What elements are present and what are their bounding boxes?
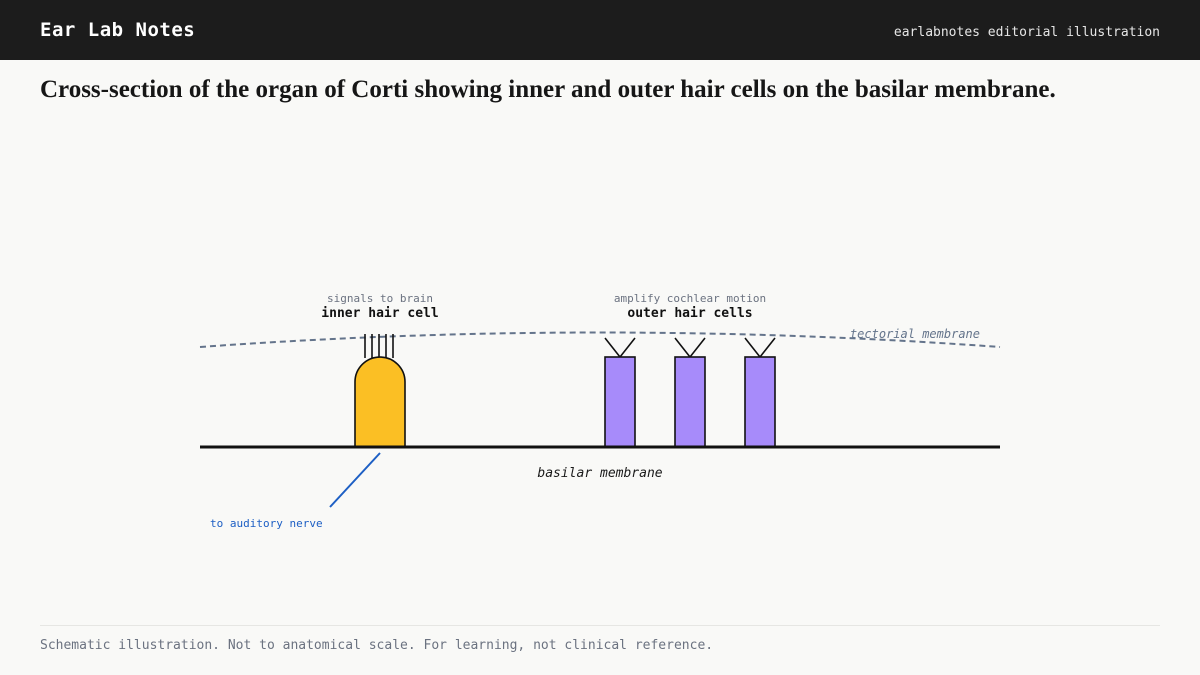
inner-hair-cell-label: inner hair cell [321,306,438,321]
illustration-credit: earlabnotes editorial illustration [893,25,1160,40]
inner-hair-cell-note: signals to brain [327,292,433,305]
inner-hair-cell[interactable] [354,356,406,448]
auditory-nerve-label: to auditory nerve [210,517,323,530]
footer-divider [40,625,1160,626]
top-bar: Ear Lab Notes earlabnotes editorial illu… [0,0,1200,60]
basilar-membrane-label: basilar membrane [537,466,662,481]
footer-disclaimer: Schematic illustration. Not to anatomica… [40,638,714,653]
outer-hair-cell[interactable] [674,337,706,448]
outer-hair-cell[interactable] [744,337,776,448]
outer-hair-cell[interactable] [604,337,636,448]
site-brand[interactable]: Ear Lab Notes [40,19,196,41]
auditory-nerve-pointer [329,452,381,508]
inner-hair-cell-stereocilia [364,334,394,358]
tectorial-membrane [199,331,1001,348]
figure-caption: Cross-section of the organ of Corti show… [40,76,1056,103]
tectorial-membrane-label: tectorial membrane [850,327,980,341]
outer-hair-cells-note: amplify cochlear motion [614,292,766,305]
outer-hair-cells-label: outer hair cells [627,306,752,321]
